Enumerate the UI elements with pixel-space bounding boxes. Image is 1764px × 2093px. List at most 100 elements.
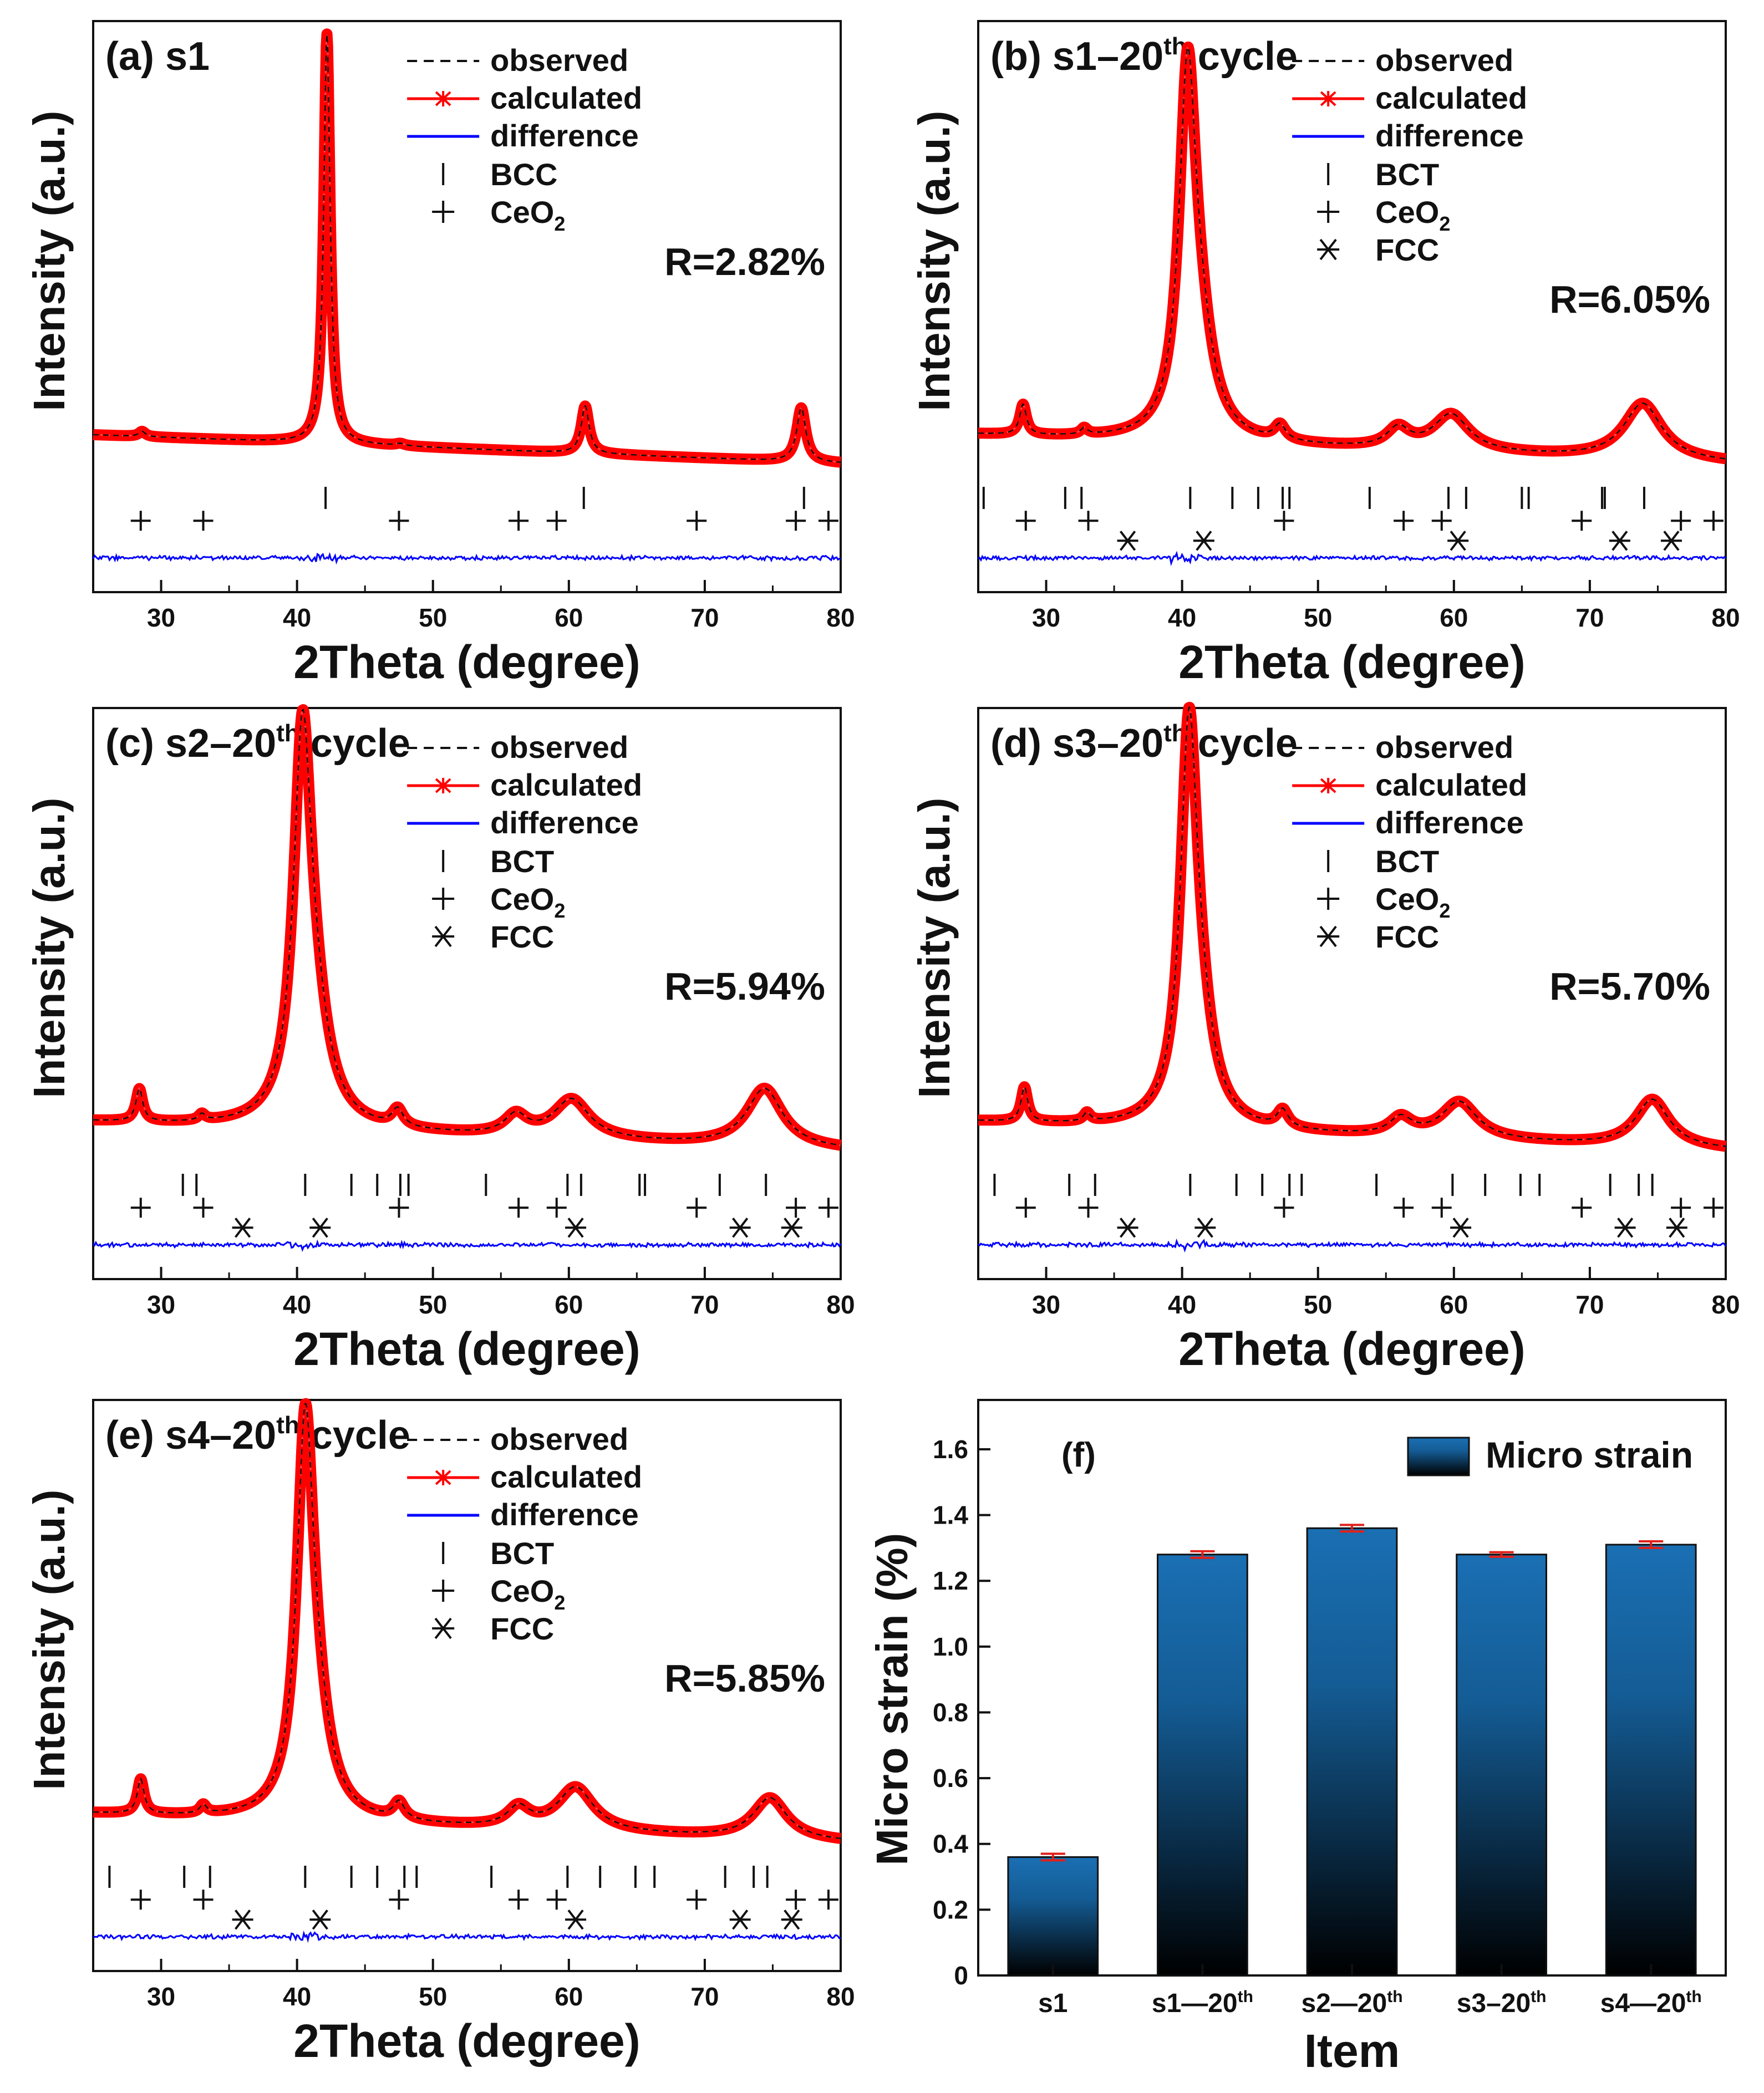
y-tick-label: 1.0 (933, 1632, 968, 1661)
legend-phase-name: CeO (1375, 195, 1439, 230)
panel-title-main: (b) s1–20 (990, 34, 1163, 79)
x-tick-label: 70 (690, 603, 719, 632)
legend-label-observed: observed (490, 43, 628, 78)
legend-label-observed: observed (1375, 43, 1513, 78)
r-factor-label: R=5.70% (1549, 965, 1710, 1008)
ceo2-reflection-mark (1394, 1198, 1414, 1218)
legend-phase-name: BCT (490, 844, 554, 879)
ceo2-reflection-mark (509, 1890, 529, 1910)
legend-label-calculated: calculated (1375, 767, 1527, 802)
ceo2-reflection-mark (1572, 511, 1592, 531)
category-sup: th (1686, 1988, 1701, 2006)
panel-title-suffix: cycle (299, 1413, 410, 1458)
x-tick-label: 50 (1304, 1290, 1332, 1319)
ceo2-reflection-mark (1703, 511, 1724, 531)
x-tick-label: 70 (690, 1290, 719, 1319)
observed-curve (978, 45, 1726, 460)
r-factor-label: R=5.94% (664, 965, 825, 1008)
legend-phase-name: BCC (490, 157, 557, 192)
fcc-reflection-mark (1609, 531, 1630, 551)
ceo2-reflection-mark (389, 1198, 409, 1218)
y-axis-label: Intensity (a.u.) (24, 1489, 74, 1790)
y-tick-label: 1.6 (933, 1435, 968, 1464)
ceo2-reflection-mark (818, 1890, 838, 1910)
error-bar-4 (1639, 1540, 1664, 1549)
x-axis-label: Item (1304, 2025, 1400, 2077)
category-sup: th (1531, 1988, 1546, 2006)
legend-label-phase: BCT (1375, 844, 1439, 879)
fcc-reflection-mark (565, 1218, 587, 1238)
legend-asterisk-icon (1320, 778, 1336, 793)
x-tick-label: 80 (826, 1982, 855, 2011)
ceo2-reflection-mark (546, 1198, 567, 1218)
ceo2-reflection-mark (1671, 511, 1691, 531)
fcc-reflection-mark (1117, 531, 1138, 551)
x-tick-label: 40 (1168, 1290, 1196, 1319)
legend-asterisk-icon (1320, 91, 1336, 106)
panel-title: (f) (1061, 1436, 1096, 1474)
xrd-panel-d: 30 40 50 60 70 80 2Theta (degree) Intensity (a.… (909, 701, 1740, 1375)
legend-label-phase: BCT (1375, 157, 1439, 192)
plot-frame (92, 1399, 842, 1972)
ceo2-reflection-mark (1394, 511, 1414, 531)
x-axis-label: 2Theta (degree) (293, 1323, 640, 1375)
ceo2-reflection-mark (1431, 511, 1452, 531)
error-bar-1 (1190, 1550, 1215, 1559)
x-tick-label: 30 (147, 603, 175, 632)
fcc-reflection-mark (729, 1909, 751, 1930)
legend-label-phase: FCC (490, 1611, 554, 1646)
legend-label-observed: observed (490, 1422, 628, 1457)
x-tick-label: 70 (1575, 1290, 1604, 1319)
fcc-reflection-mark (1447, 531, 1469, 551)
legend-label: Micro strain (1486, 1434, 1693, 1475)
x-tick-label: 80 (1711, 1290, 1740, 1319)
difference-curve (978, 551, 1726, 567)
legend-label-difference: difference (490, 805, 639, 840)
x-axis-label: 2Theta (degree) (1178, 1323, 1526, 1375)
fcc-reflection-mark (309, 1909, 331, 1930)
panel-title: (a) s1 (105, 34, 210, 79)
legend-asterisk-marker-icon (1317, 925, 1340, 948)
ceo2-reflection-mark (193, 1890, 213, 1910)
ceo2-reflection-mark (1274, 511, 1294, 531)
legend-phase-name: CeO (490, 195, 554, 230)
legend-asterisk-icon (435, 778, 451, 793)
x-tick-label: 50 (419, 1290, 447, 1319)
error-bar-0 (1040, 1852, 1065, 1862)
x-tick-label: 60 (1440, 603, 1468, 632)
ceo2-reflection-mark (687, 1198, 707, 1218)
x-tick-label: 30 (1032, 603, 1060, 632)
ceo2-reflection-mark (786, 1890, 806, 1910)
panel-title: (c) s2–20th cycle (105, 720, 410, 766)
x-tick-label: 70 (690, 1982, 719, 2011)
legend-asterisk-marker-icon (432, 925, 455, 948)
y-axis-label: Intensity (a.u.) (909, 797, 959, 1098)
legend-phase-name: FCC (1375, 232, 1439, 267)
fcc-reflection-mark (1660, 531, 1682, 551)
y-tick-label: 0 (954, 1961, 968, 1990)
fcc-reflection-mark (1193, 531, 1214, 551)
panel-title-main: (a) s1 (105, 34, 210, 79)
category-base: s3–20 (1457, 1989, 1531, 2018)
fcc-reflection-mark (232, 1909, 253, 1930)
x-category-label: s2—20th (1301, 1988, 1402, 2018)
fcc-reflection-mark (1117, 1218, 1138, 1238)
legend-phase-name: CeO (490, 1573, 554, 1608)
plot-frame (977, 707, 1727, 1280)
legend-label-phase: FCC (490, 919, 554, 954)
ceo2-reflection-mark (1431, 1198, 1452, 1218)
ceo2-reflection-mark (509, 511, 529, 531)
y-tick-label: 1.2 (933, 1566, 968, 1595)
ceo2-reflection-mark (786, 1198, 806, 1218)
legend-label-difference: difference (1375, 118, 1524, 153)
legend-label-calculated: calculated (490, 1459, 642, 1494)
legend-label-phase: FCC (1375, 232, 1439, 267)
x-tick-label: 60 (555, 1290, 583, 1319)
panel-title-main: (e) s4–20 (105, 1413, 276, 1458)
x-tick-label: 80 (826, 1290, 855, 1319)
fcc-reflection-mark (232, 1218, 253, 1238)
x-tick-label: 50 (419, 1982, 447, 2011)
x-category-label: s3–20th (1457, 1988, 1547, 2018)
y-tick-label: 0.6 (933, 1764, 968, 1792)
legend-plus-marker-icon (432, 201, 455, 223)
